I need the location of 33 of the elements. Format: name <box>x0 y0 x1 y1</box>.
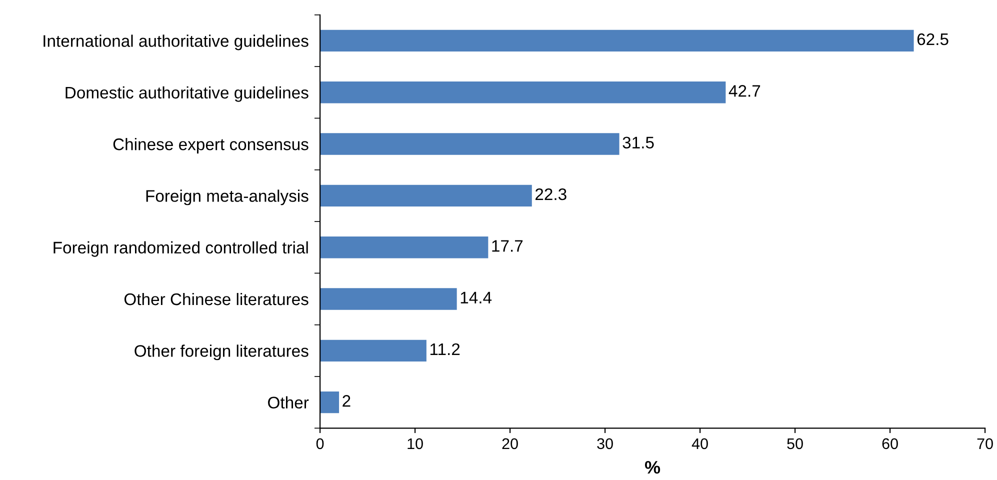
data-label: 14.4 <box>460 292 492 304</box>
x-tick-label: 10 <box>408 438 423 450</box>
y-tick-label: Foreign meta-analysis <box>146 190 308 206</box>
bar <box>320 340 426 362</box>
bar <box>320 184 532 207</box>
data-label: 17.7 <box>492 240 523 252</box>
x-tick-label: 60 <box>882 438 898 450</box>
y-tick-label: Foreign randomized controlled trial <box>54 241 308 257</box>
bar <box>320 133 620 155</box>
data-label: 31.5 <box>622 136 654 149</box>
y-tick-label: Domestic authoritative guidelines <box>66 86 308 102</box>
x-tick-label: 70 <box>977 438 993 450</box>
bar <box>320 288 457 310</box>
bar <box>320 82 726 104</box>
x-tick-label: 40 <box>692 438 708 450</box>
bar <box>320 30 914 52</box>
data-label: 11.2 <box>430 343 460 355</box>
y-tick-label: Other <box>268 396 309 409</box>
y-tick-label: Other Chinese literatures <box>124 292 308 306</box>
y-tick-label: International authoritative guidelines <box>44 34 308 50</box>
x-tick-label: 30 <box>597 438 613 450</box>
x-tick-label: 50 <box>787 438 803 450</box>
x-tick-label: 0 <box>316 438 324 450</box>
data-label: 2 <box>342 395 350 407</box>
bar <box>320 391 340 414</box>
data-label: 62.5 <box>917 33 948 46</box>
x-tick-label: 20 <box>502 438 518 450</box>
data-label: 22.3 <box>536 188 566 200</box>
y-tick-label: Chinese expert consensus <box>113 138 308 154</box>
data-label: 42.7 <box>728 85 760 97</box>
y-tick-label: Other foreign literatures <box>134 344 308 360</box>
x-axis-title: % <box>644 460 660 474</box>
bar <box>320 236 488 258</box>
